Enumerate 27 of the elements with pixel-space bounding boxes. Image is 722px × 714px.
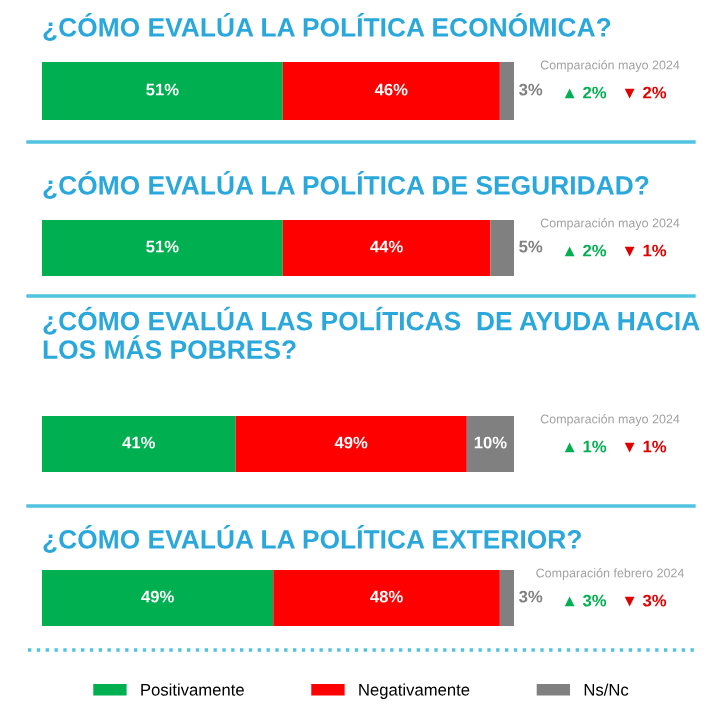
legend-label: Negativamente <box>359 683 470 699</box>
text: ▼ 2% <box>624 86 667 99</box>
text: ▲ 2% <box>564 86 607 99</box>
chart-title: ¿CÓMO EVALÚA LA POLÍTICA DE SEGURIDAD? <box>43 171 649 199</box>
data-label: 3% <box>519 590 543 603</box>
legend-label: Ns/Nc <box>584 683 629 696</box>
chart-title: ¿CÓMO EVALÚA LAS POLÍTICAS DE AYUDA HACIA LOS MÁS POBRES? <box>43 306 700 359</box>
data-label: 10% <box>474 436 507 449</box>
data-label: 46% <box>374 83 408 96</box>
data-label: 5% <box>519 240 543 253</box>
data-label: 41% <box>122 436 155 449</box>
text: ▲ 1% <box>564 440 607 453</box>
data-label: 49% <box>334 436 368 449</box>
legend-label: Positivamente <box>141 683 244 696</box>
data-label: 48% <box>370 590 403 603</box>
text: ▲ 2% <box>564 244 607 257</box>
chart-title: ¿CÓMO EVALÚA LA POLÍTICA EXTERIOR? <box>43 525 581 553</box>
text: ▼ 1% <box>624 244 667 257</box>
text: ▲ 3% <box>564 594 607 607</box>
data-label: 3% <box>519 83 543 96</box>
data-label: 51% <box>146 240 179 253</box>
data-label: 51% <box>146 83 179 96</box>
data-label: 44% <box>370 240 403 253</box>
text: ▼ 1% <box>624 440 667 453</box>
text: ▼ 3% <box>624 594 667 607</box>
data-label: 49% <box>141 590 174 603</box>
chart-title: ¿CÓMO EVALÚA LA POLÍTICA ECONÓMICA? <box>43 13 611 41</box>
